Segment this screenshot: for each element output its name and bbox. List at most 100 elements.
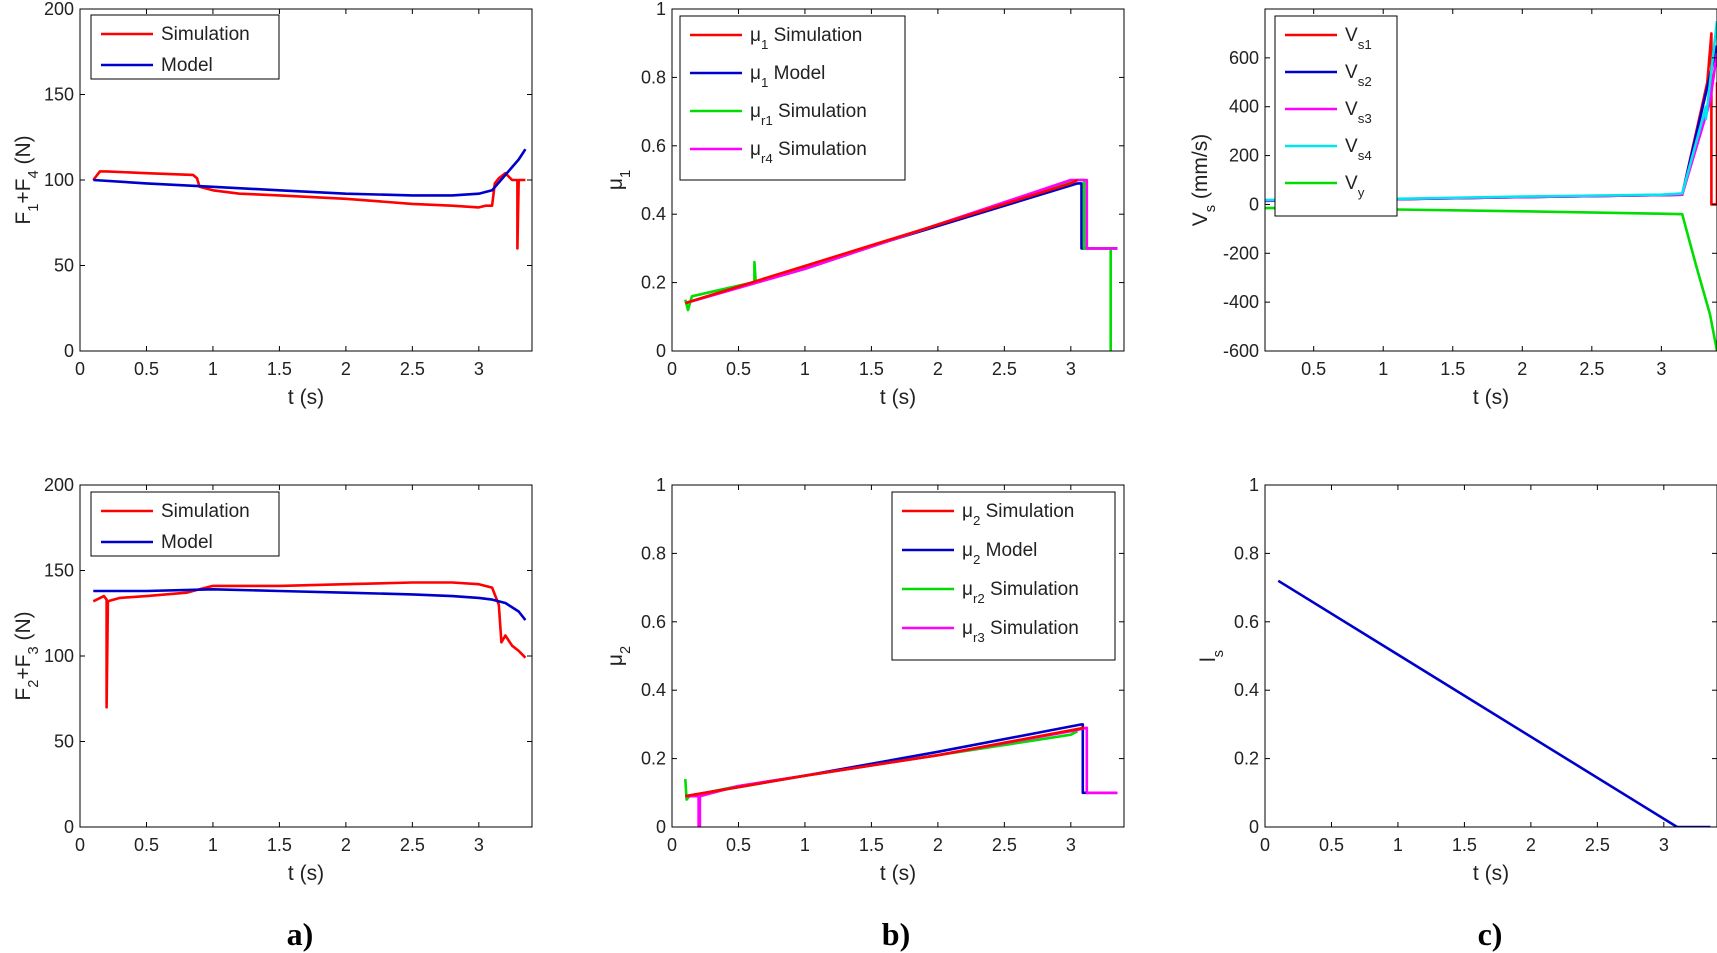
y-tick-label: 0.8 — [1234, 543, 1259, 563]
chart-b1: 0 0.5 1 1.5 2 2.5 3 0 0.2 0.4 0.6 0.8 1 t (s) μ1 μ1 Sim… — [604, 0, 1125, 409]
x-tick-label: 0 — [1260, 835, 1270, 855]
x-tick-label: 1 — [208, 359, 218, 379]
figure-label-c: c) — [1478, 916, 1503, 952]
y-tick-label: 1 — [656, 0, 666, 19]
x-tick-label: 1 — [800, 835, 810, 855]
y-tick-label: 0.6 — [641, 136, 666, 156]
chart-b2: 0 0.5 1 1.5 2 2.5 3 0 0.2 0.4 0.6 0.8 1 t (s) μ2 μ2 Sim… — [604, 475, 1125, 885]
x-tick-label: 1.5 — [859, 835, 884, 855]
legend-entry-label: Vs4 — [1345, 136, 1372, 163]
y-tick-label: -600 — [1223, 341, 1259, 361]
axes-frame — [1264, 8, 1717, 352]
x-axis-label: t (s) — [880, 862, 916, 885]
y-tick-label: 0 — [656, 341, 666, 361]
legend-box — [679, 15, 906, 181]
legend-entry-label: Vy — [1345, 173, 1365, 200]
x-tick-label: 3 — [1656, 359, 1666, 379]
legend-entry-label: μr2 Simulation — [962, 579, 1079, 606]
x-tick-label: 2.5 — [992, 359, 1017, 379]
series-line-b1-3 — [684, 178, 1079, 305]
x-tick-label: 0 — [75, 359, 85, 379]
y-tick-label: 0.2 — [1234, 749, 1259, 769]
y-tick-label: -400 — [1223, 292, 1259, 312]
legend: Vs1 Vs2 Vs3 Vs4 Vy — [1274, 15, 1398, 217]
legend-entry-label: μ2 Model — [962, 540, 1037, 567]
legend: μ2 Simulation μ2 Model μr2 Simulation μr3 S… — [891, 491, 1116, 661]
legend-entry-label: μr3 Simulation — [962, 618, 1079, 645]
y-tick-label: 0.4 — [1234, 680, 1259, 700]
x-tick-label: 3 — [474, 359, 484, 379]
x-axis-label: t (s) — [288, 862, 324, 885]
x-axis-label: t (s) — [288, 386, 324, 409]
x-tick-label: 2.5 — [992, 835, 1017, 855]
y-tick-label: 0.2 — [641, 273, 666, 293]
legend: μ1 Simulation μ1 Model μr1 Simulation μr4 S… — [679, 15, 906, 181]
legend-box — [90, 491, 280, 557]
x-tick-label: 2.5 — [400, 359, 425, 379]
y-tick-label: 200 — [1229, 146, 1259, 166]
x-tick-label: 0.5 — [134, 359, 159, 379]
y-tick-label: 50 — [54, 256, 74, 276]
y-tick-label: 0.6 — [641, 612, 666, 632]
y-tick-label: 0 — [1249, 817, 1259, 837]
x-tick-label: 3 — [474, 835, 484, 855]
x-tick-label: 0 — [75, 835, 85, 855]
legend-entry-label: Vs1 — [1345, 25, 1372, 52]
x-tick-label: 1 — [208, 835, 218, 855]
y-axis-label: μ1 — [604, 170, 634, 190]
y-tick-label: 200 — [44, 0, 74, 19]
y-tick-label: 0 — [64, 817, 74, 837]
y-tick-label: 150 — [44, 85, 74, 105]
x-tick-label: 1 — [1378, 359, 1388, 379]
axes-frame — [1264, 484, 1717, 828]
y-tick-label: 50 — [54, 732, 74, 752]
x-tick-label: 0 — [667, 835, 677, 855]
series-line-a2-0 — [92, 581, 527, 709]
y-tick-label: 0.8 — [641, 67, 666, 87]
y-tick-label: 0.2 — [641, 749, 666, 769]
y-tick-label: 0 — [64, 341, 74, 361]
x-axis-label: t (s) — [1473, 386, 1509, 409]
y-tick-label: 0.6 — [1234, 612, 1259, 632]
x-tick-label: 0.5 — [726, 835, 751, 855]
x-tick-label: 1.5 — [1440, 359, 1465, 379]
x-tick-label: 0.5 — [1319, 835, 1344, 855]
series-line-c1-4 — [1265, 21, 1717, 202]
x-tick-label: 1 — [1393, 835, 1403, 855]
legend-entry-label: μr1 Simulation — [750, 101, 867, 128]
y-tick-label: 0.4 — [641, 680, 666, 700]
y-tick-label: 0.8 — [641, 543, 666, 563]
figure-label-a: a) — [287, 916, 314, 952]
legend: Simulation Model — [90, 14, 280, 80]
y-axis-label: F2+F3 (N) — [12, 611, 42, 700]
x-tick-label: 2 — [933, 835, 943, 855]
x-tick-label: 2.5 — [1579, 359, 1604, 379]
x-tick-label: 2 — [1517, 359, 1527, 379]
x-tick-label: 2 — [341, 835, 351, 855]
chart-c2: 0 0.5 1 1.5 2 2.5 3 0 0.2 0.4 0.6 0.8 1 t (s) ls — [1197, 475, 1717, 885]
x-tick-label: 2 — [341, 359, 351, 379]
x-tick-label: 0.5 — [1301, 359, 1326, 379]
x-tick-label: 1 — [800, 359, 810, 379]
series-line-a1-0 — [92, 170, 526, 250]
y-tick-label: 150 — [44, 561, 74, 581]
y-tick-label: 0.4 — [641, 204, 666, 224]
legend-entry-label: Simulation — [161, 24, 250, 45]
x-tick-label: 3 — [1659, 835, 1669, 855]
y-tick-label: 1 — [656, 475, 666, 495]
x-axis-label: t (s) — [1473, 862, 1509, 885]
y-axis-label: ls — [1197, 650, 1227, 662]
y-axis-label: μ2 — [604, 646, 634, 666]
y-tick-label: 600 — [1229, 48, 1259, 68]
chart-a1: 0 0.5 1 1.5 2 2.5 3 0 50 100 150 200 t (s) F1+F4 (N) S… — [12, 0, 533, 409]
x-tick-label: 1.5 — [267, 359, 292, 379]
y-tick-label: -200 — [1223, 243, 1259, 263]
legend-entry-label: Model — [161, 55, 213, 76]
legend-entry-label: Vs2 — [1345, 62, 1372, 89]
y-axis-label: Vs (mm/s) — [1189, 134, 1219, 227]
legend-entry-label: μ2 Simulation — [962, 501, 1074, 528]
series-line-a2-1 — [93, 587, 527, 621]
axes-frame — [671, 484, 1125, 828]
